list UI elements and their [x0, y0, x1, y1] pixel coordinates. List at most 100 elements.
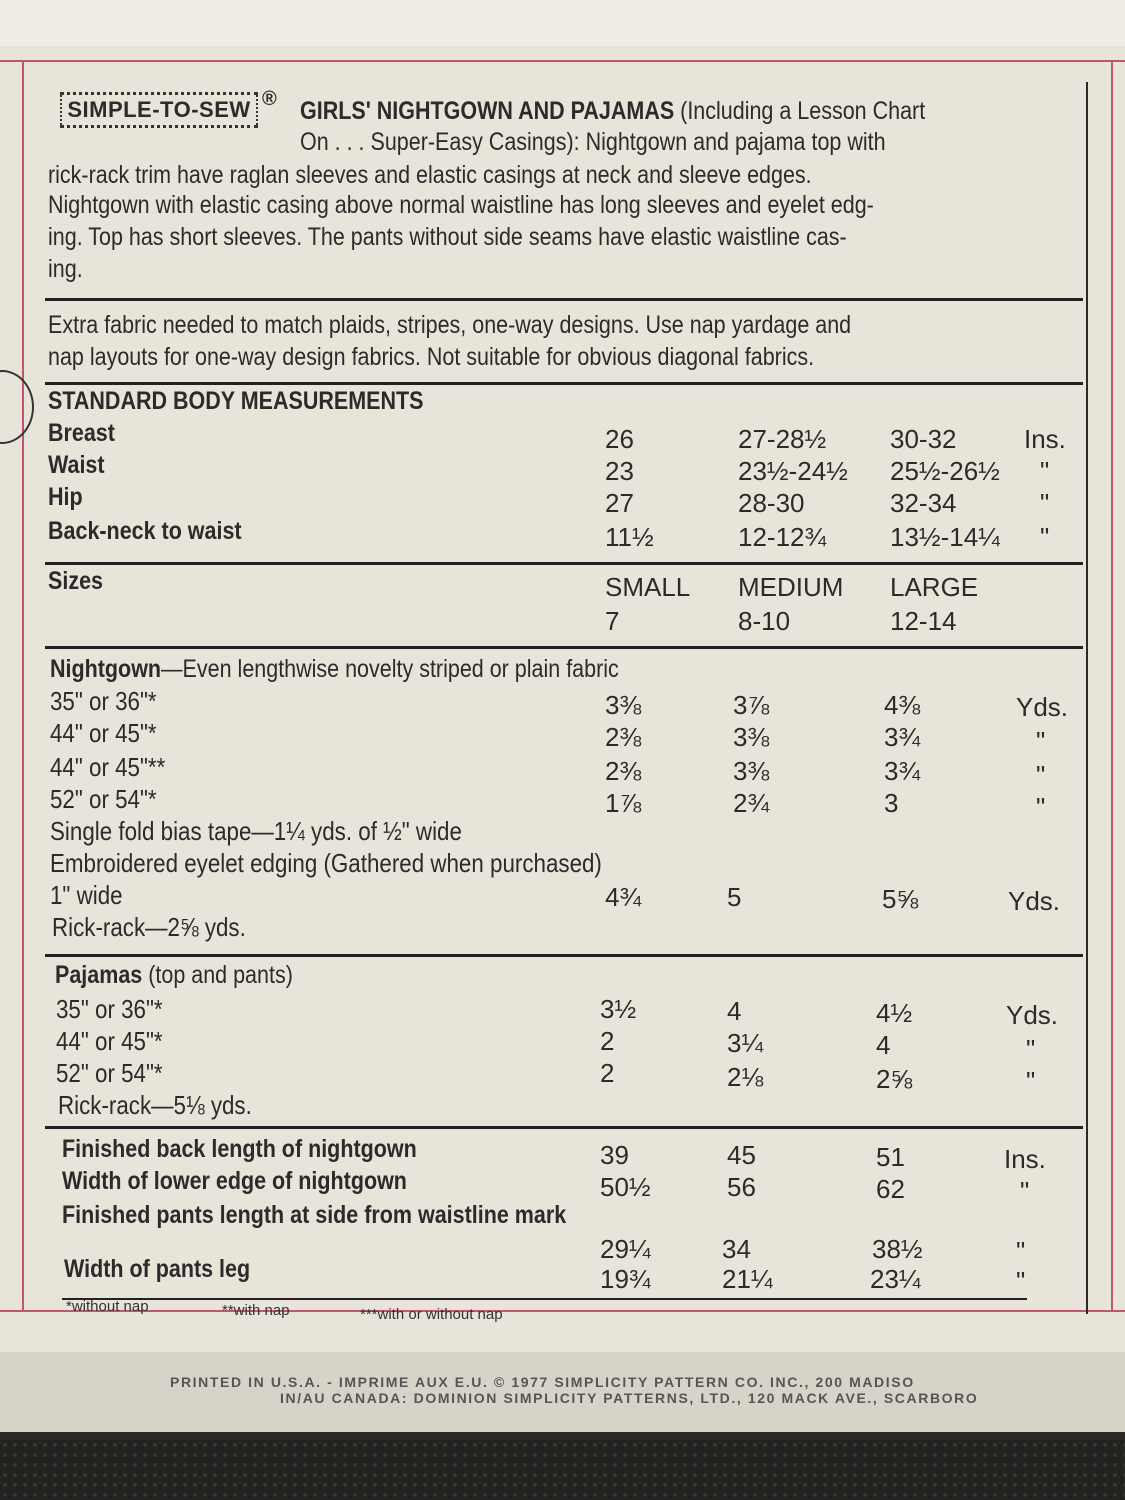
- value-large: 4½: [876, 998, 913, 1028]
- value-small: 50½: [600, 1172, 651, 1202]
- unit: Ins.: [1024, 424, 1066, 454]
- dotted-background: [0, 1440, 1125, 1500]
- registered-mark: ®: [262, 88, 277, 110]
- inner-border-right: [1086, 82, 1088, 1314]
- simple-to-sew-logo: SIMPLE-TO-SEW: [60, 92, 258, 128]
- value-medium: 12-12¾: [738, 522, 827, 552]
- value-medium: 3⅞: [733, 690, 770, 720]
- value-small: 3½: [600, 994, 637, 1024]
- unit: Ins.: [1004, 1144, 1046, 1174]
- unit: Yds.: [1008, 886, 1061, 916]
- value-large: 4⅜: [884, 690, 921, 720]
- fabric-note-line-1: Extra fabric needed to match plaids, str…: [48, 311, 852, 339]
- pajamas-rickrack-note: Rick-rack—5⅛ yds.: [58, 1090, 252, 1120]
- size-number-medium: 8-10: [738, 606, 791, 636]
- value-small: 1⅞: [605, 788, 642, 818]
- footnote-with-or-without-nap: ***with or without nap: [360, 1306, 503, 1323]
- value-small: 19¾: [600, 1264, 651, 1294]
- envelope-top-edge: [0, 0, 1125, 46]
- unit: ": [1040, 488, 1050, 518]
- unit: ": [1040, 456, 1050, 486]
- pants-length-label: Finished pants length at side from waist…: [62, 1201, 567, 1229]
- side-curve: [0, 370, 34, 444]
- row-label: 35" or 36"*: [50, 686, 157, 716]
- value-small: 26: [605, 424, 634, 454]
- value-small: 2⅜: [605, 722, 642, 752]
- unit: Yds.: [1016, 692, 1069, 722]
- envelope-bottom-strip: [0, 1352, 1125, 1432]
- divider: [45, 382, 1083, 385]
- row-label: Finished back length of nightgown: [62, 1135, 417, 1163]
- value-medium: 34: [722, 1234, 751, 1264]
- row-label: 1" wide: [50, 880, 123, 910]
- unit: ": [1020, 1176, 1030, 1206]
- size-name-large: LARGE: [890, 572, 979, 602]
- value-small: 27: [605, 488, 634, 518]
- divider: [45, 1126, 1083, 1129]
- printed-notice: PRINTED IN U.S.A. - IMPRIME AUX E.U. © 1…: [170, 1374, 978, 1406]
- bias-tape-note: Single fold bias tape—1¼ yds. of ½" wide: [50, 816, 462, 846]
- unit: ": [1016, 1266, 1026, 1296]
- divider: [45, 954, 1083, 957]
- value-medium: 3⅜: [733, 756, 770, 786]
- value-medium: 27-28½: [738, 424, 827, 454]
- eyelet-note: Embroidered eyelet edging (Gathered when…: [50, 848, 602, 878]
- pattern-envelope-back: SIMPLE-TO-SEW ® GIRLS' NIGHTGOWN AND PAJ…: [0, 0, 1125, 1352]
- row-label: 52" or 54"*: [56, 1058, 163, 1088]
- divider: [62, 1298, 1027, 1300]
- row-label: 52" or 54"*: [50, 784, 157, 814]
- unit: ": [1036, 760, 1046, 790]
- value-small: 29¼: [600, 1234, 651, 1264]
- value-small: 23: [605, 456, 634, 486]
- row-label: Breast: [48, 419, 115, 447]
- header-line-5: ing. Top has short sleeves. The pants wi…: [48, 223, 847, 251]
- printed-line-1: PRINTED IN U.S.A. - IMPRIME AUX E.U. © 1…: [170, 1374, 915, 1390]
- divider: [45, 298, 1083, 301]
- value-small: 4¾: [605, 882, 642, 912]
- nightgown-rickrack-note: Rick-rack—2⅝ yds.: [52, 912, 246, 942]
- row-label: Back-neck to waist: [48, 517, 242, 545]
- row-label: Waist: [48, 451, 105, 479]
- header-line-6: ing.: [48, 255, 83, 283]
- size-name-small: SMALL: [605, 572, 691, 602]
- row-label: 44" or 45"*: [56, 1026, 163, 1056]
- value-large: 38½: [872, 1234, 923, 1264]
- value-large: 3¾: [884, 756, 921, 786]
- size-number-small: 7: [605, 606, 620, 636]
- value-medium: 3¼: [727, 1028, 764, 1058]
- value-medium: 21¼: [722, 1264, 773, 1294]
- pajamas-heading: Pajamas (top and pants): [55, 961, 293, 989]
- value-large: 30-32: [890, 424, 957, 454]
- nightgown-heading: Nightgown—Even lengthwise novelty stripe…: [50, 655, 619, 683]
- unit: ": [1016, 1236, 1026, 1266]
- header-line-3: rick-rack trim have raglan sleeves and e…: [48, 161, 812, 189]
- row-label: Width of pants leg: [64, 1255, 251, 1283]
- value-large: 51: [876, 1142, 905, 1172]
- value-small: 2⅜: [605, 756, 642, 786]
- red-border-top: [0, 60, 1125, 62]
- value-medium: 4: [727, 996, 742, 1026]
- unit: ": [1040, 522, 1050, 552]
- row-label: Width of lower edge of nightgown: [62, 1167, 407, 1195]
- unit: ": [1036, 792, 1046, 822]
- value-large: 25½-26½: [890, 456, 1000, 486]
- header-line-1-rest: (Including a Lesson Chart: [674, 97, 926, 125]
- body-measurements-heading: STANDARD BODY MEASUREMENTS: [48, 387, 424, 415]
- value-medium: 45: [727, 1140, 756, 1170]
- red-border-right: [1111, 62, 1113, 1310]
- unit: ": [1026, 1066, 1036, 1096]
- size-name-medium: MEDIUM: [738, 572, 844, 602]
- header-line-1: GIRLS' NIGHTGOWN AND PAJAMAS (Including …: [300, 96, 1027, 126]
- value-small: 11½: [605, 522, 654, 552]
- footnote-with-nap: **with nap: [222, 1302, 290, 1319]
- value-medium: 2¾: [733, 788, 770, 818]
- divider: [45, 646, 1083, 649]
- value-medium: 28-30: [738, 488, 805, 518]
- header-line-2: On . . . Super-Easy Casings): Nightgown …: [300, 128, 886, 156]
- value-large: 3¾: [884, 722, 921, 752]
- row-label: 44" or 45"**: [50, 752, 166, 782]
- value-large: 62: [876, 1174, 905, 1204]
- unit: ": [1026, 1034, 1036, 1064]
- value-large: 5⅝: [882, 884, 919, 914]
- header-line-4: Nightgown with elastic casing above norm…: [48, 191, 874, 219]
